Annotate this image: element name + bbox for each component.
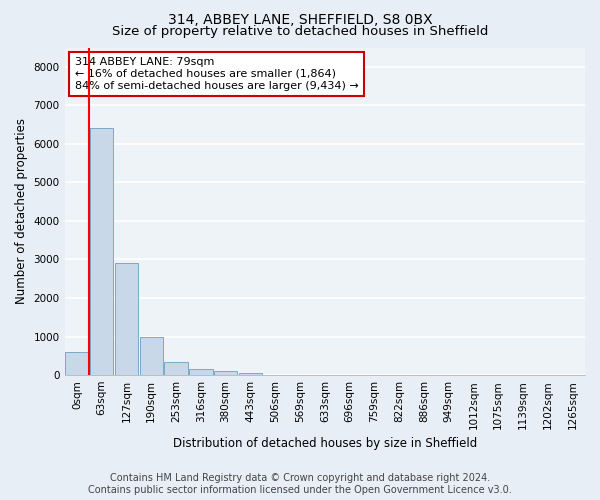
Bar bbox=[214, 371, 238, 375]
X-axis label: Distribution of detached houses by size in Sheffield: Distribution of detached houses by size … bbox=[173, 437, 477, 450]
Bar bbox=[115, 264, 138, 375]
Bar bbox=[90, 128, 113, 375]
Bar bbox=[140, 338, 163, 375]
Y-axis label: Number of detached properties: Number of detached properties bbox=[15, 118, 28, 304]
Bar bbox=[239, 372, 262, 375]
Bar bbox=[189, 370, 212, 375]
Bar bbox=[164, 362, 188, 375]
Bar bbox=[65, 352, 89, 375]
Text: Contains HM Land Registry data © Crown copyright and database right 2024.
Contai: Contains HM Land Registry data © Crown c… bbox=[88, 474, 512, 495]
Text: Size of property relative to detached houses in Sheffield: Size of property relative to detached ho… bbox=[112, 25, 488, 38]
Text: 314, ABBEY LANE, SHEFFIELD, S8 0BX: 314, ABBEY LANE, SHEFFIELD, S8 0BX bbox=[167, 12, 433, 26]
Text: 314 ABBEY LANE: 79sqm
← 16% of detached houses are smaller (1,864)
84% of semi-d: 314 ABBEY LANE: 79sqm ← 16% of detached … bbox=[75, 58, 359, 90]
